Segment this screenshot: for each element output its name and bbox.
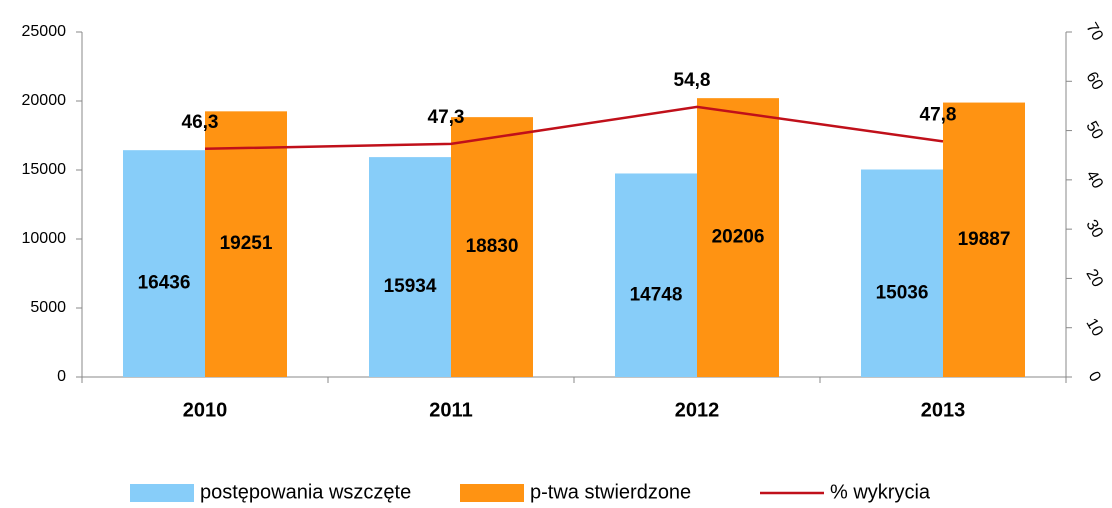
y-tick-label: 20000 bbox=[22, 92, 67, 109]
line bbox=[204, 105, 944, 151]
line-label: 54,8 bbox=[674, 70, 711, 91]
bar bbox=[861, 169, 943, 377]
x-tick-label: 2013 bbox=[921, 399, 966, 421]
y-tick-label: 25000 bbox=[22, 23, 67, 40]
bar-label: 14748 bbox=[630, 284, 683, 305]
y-tick-label: 10000 bbox=[22, 230, 67, 247]
bar-label: 15934 bbox=[384, 276, 437, 297]
y-tick-label: 15000 bbox=[22, 161, 67, 178]
legend-label: % wykrycia bbox=[830, 481, 931, 503]
y2-tick-label: 20 bbox=[1082, 266, 1106, 290]
legend-label: postępowania wszczęte bbox=[200, 481, 411, 503]
bar bbox=[943, 102, 1025, 378]
y2-tick-label: 0 bbox=[1085, 369, 1104, 385]
bar-label: 15036 bbox=[876, 282, 929, 303]
y2-tick-label: 60 bbox=[1082, 69, 1106, 93]
bar bbox=[123, 150, 205, 377]
y2-tick-label: 70 bbox=[1082, 20, 1106, 44]
legend-label: p-twa stwierdzone bbox=[530, 481, 691, 503]
bar-label: 18830 bbox=[466, 236, 519, 257]
bar-label: 19251 bbox=[220, 233, 273, 254]
bar-label: 20206 bbox=[712, 227, 765, 248]
y-tick-label: 0 bbox=[57, 368, 66, 385]
bar bbox=[451, 117, 533, 378]
bar bbox=[369, 157, 451, 377]
bar bbox=[615, 173, 697, 377]
x-tick-label: 2011 bbox=[429, 399, 472, 421]
y-tick-label: 5000 bbox=[30, 299, 66, 316]
bar-label: 16436 bbox=[138, 273, 191, 294]
legend-swatch bbox=[460, 484, 524, 502]
y2-tick-label: 30 bbox=[1082, 217, 1106, 241]
y2-tick-label: 10 bbox=[1082, 316, 1106, 340]
bar bbox=[205, 111, 287, 378]
legend-swatch bbox=[130, 484, 194, 502]
bar bbox=[697, 98, 779, 378]
bar-label: 19887 bbox=[958, 229, 1011, 250]
line-label: 46,3 bbox=[182, 112, 219, 133]
x-tick-label: 2012 bbox=[675, 399, 720, 421]
y2-tick-label: 40 bbox=[1082, 168, 1106, 192]
x-tick-label: 2010 bbox=[183, 399, 228, 421]
line-label: 47,8 bbox=[920, 104, 957, 125]
line-label: 47,3 bbox=[428, 107, 465, 128]
y2-tick-label: 50 bbox=[1082, 118, 1106, 142]
